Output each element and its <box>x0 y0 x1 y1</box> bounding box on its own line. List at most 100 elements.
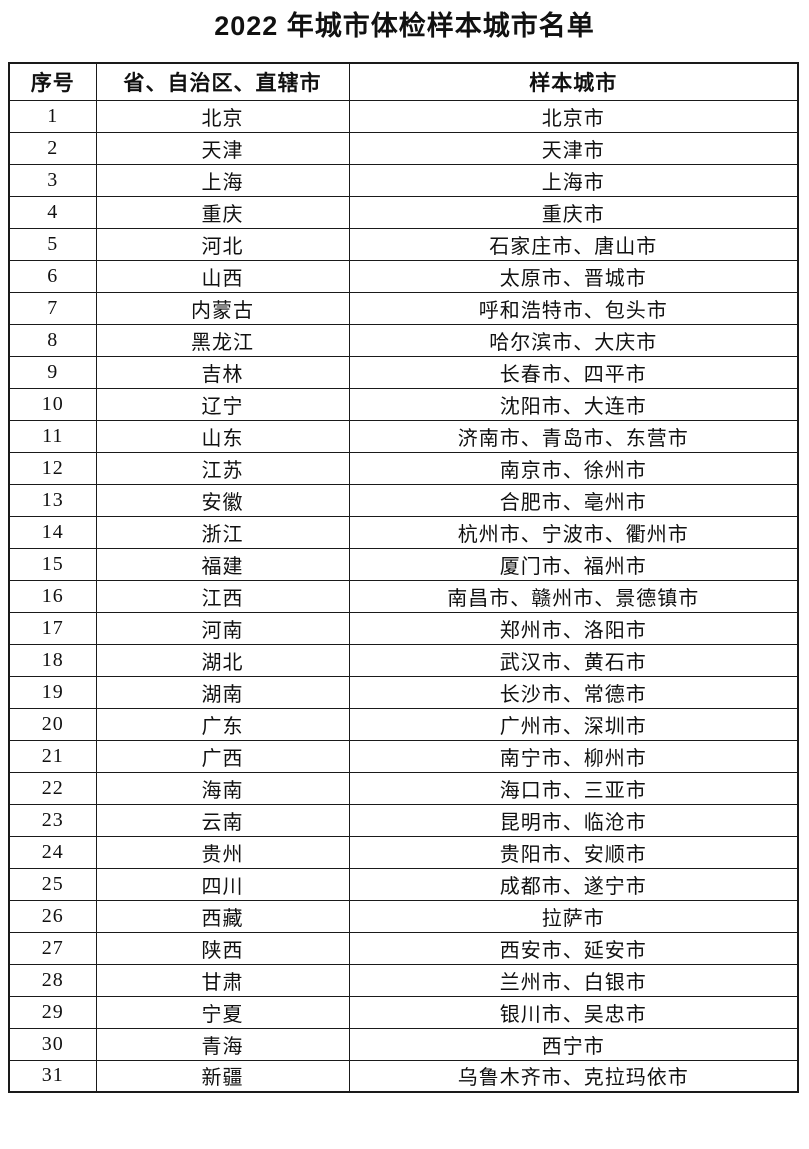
table-row: 18 湖北 武汉市、黄石市 <box>8 643 799 677</box>
table-row: 2 天津 天津市 <box>8 131 799 165</box>
cell-sample-cities: 长沙市、常德市 <box>348 675 799 709</box>
cell-province: 天津 <box>95 131 350 165</box>
table-row: 12 江苏 南京市、徐州市 <box>8 451 799 485</box>
cell-sample-cities: 西安市、延安市 <box>348 931 799 965</box>
header-sample-cities: 样本城市 <box>348 62 799 101</box>
cell-province: 辽宁 <box>95 387 350 421</box>
table-row: 16 江西 南昌市、赣州市、景德镇市 <box>8 579 799 613</box>
cell-serial-number: 9 <box>8 355 97 389</box>
cell-sample-cities: 呼和浩特市、包头市 <box>348 291 799 325</box>
cell-province: 贵州 <box>95 835 350 869</box>
table-row: 9 吉林 长春市、四平市 <box>8 355 799 389</box>
cell-province: 陕西 <box>95 931 350 965</box>
cell-province: 湖南 <box>95 675 350 709</box>
cell-sample-cities: 重庆市 <box>348 195 799 229</box>
table-row: 7 内蒙古 呼和浩特市、包头市 <box>8 291 799 325</box>
cell-serial-number: 7 <box>8 291 97 325</box>
cell-sample-cities: 西宁市 <box>348 1027 799 1061</box>
cell-sample-cities: 拉萨市 <box>348 899 799 933</box>
table-row: 5 河北 石家庄市、唐山市 <box>8 227 799 261</box>
table-row: 6 山西 太原市、晋城市 <box>8 259 799 293</box>
cell-serial-number: 16 <box>8 579 97 613</box>
cell-province: 北京 <box>95 99 350 133</box>
cell-province: 云南 <box>95 803 350 837</box>
table-row: 17 河南 郑州市、洛阳市 <box>8 611 799 645</box>
cell-sample-cities: 上海市 <box>348 163 799 197</box>
cell-serial-number: 8 <box>8 323 97 357</box>
cell-sample-cities: 兰州市、白银市 <box>348 963 799 997</box>
cell-serial-number: 18 <box>8 643 97 677</box>
cell-province: 浙江 <box>95 515 350 549</box>
cell-province: 甘肃 <box>95 963 350 997</box>
cell-serial-number: 17 <box>8 611 97 645</box>
cell-sample-cities: 乌鲁木齐市、克拉玛依市 <box>348 1059 799 1093</box>
document-page: 2022 年城市体检样本城市名单 序号 省、自治区、直辖市 样本城市 1 北京 … <box>8 11 799 1093</box>
cell-sample-cities: 南昌市、赣州市、景德镇市 <box>348 579 799 613</box>
cell-province: 江西 <box>95 579 350 613</box>
cell-serial-number: 14 <box>8 515 97 549</box>
cell-serial-number: 26 <box>8 899 97 933</box>
cell-province: 西藏 <box>95 899 350 933</box>
table-row: 21 广西 南宁市、柳州市 <box>8 739 799 773</box>
table-row: 23 云南 昆明市、临沧市 <box>8 803 799 837</box>
cell-province: 福建 <box>95 547 350 581</box>
cell-province: 吉林 <box>95 355 350 389</box>
table-row: 28 甘肃 兰州市、白银市 <box>8 963 799 997</box>
cell-province: 上海 <box>95 163 350 197</box>
cell-province: 河北 <box>95 227 350 261</box>
cell-serial-number: 11 <box>8 419 97 453</box>
cell-serial-number: 10 <box>8 387 97 421</box>
page-title: 2022 年城市体检样本城市名单 <box>214 11 595 41</box>
cell-sample-cities: 天津市 <box>348 131 799 165</box>
table-row: 26 西藏 拉萨市 <box>8 899 799 933</box>
cell-serial-number: 28 <box>8 963 97 997</box>
cell-province: 江苏 <box>95 451 350 485</box>
table-row: 8 黑龙江 哈尔滨市、大庆市 <box>8 323 799 357</box>
cell-serial-number: 30 <box>8 1027 97 1061</box>
cell-province: 青海 <box>95 1027 350 1061</box>
table-row: 22 海南 海口市、三亚市 <box>8 771 799 805</box>
cell-sample-cities: 海口市、三亚市 <box>348 771 799 805</box>
cell-sample-cities: 广州市、深圳市 <box>348 707 799 741</box>
cell-sample-cities: 太原市、晋城市 <box>348 259 799 293</box>
cell-sample-cities: 哈尔滨市、大庆市 <box>348 323 799 357</box>
table-row: 1 北京 北京市 <box>8 99 799 133</box>
cell-sample-cities: 北京市 <box>348 99 799 133</box>
cell-province: 宁夏 <box>95 995 350 1029</box>
cell-serial-number: 19 <box>8 675 97 709</box>
cell-serial-number: 25 <box>8 867 97 901</box>
table-row: 31 新疆 乌鲁木齐市、克拉玛依市 <box>8 1059 799 1093</box>
cell-serial-number: 3 <box>8 163 97 197</box>
cell-sample-cities: 石家庄市、唐山市 <box>348 227 799 261</box>
table-row: 14 浙江 杭州市、宁波市、衢州市 <box>8 515 799 549</box>
table-row: 30 青海 西宁市 <box>8 1027 799 1061</box>
cell-serial-number: 6 <box>8 259 97 293</box>
header-province: 省、自治区、直辖市 <box>95 62 350 101</box>
table-row: 20 广东 广州市、深圳市 <box>8 707 799 741</box>
cell-sample-cities: 长春市、四平市 <box>348 355 799 389</box>
cell-sample-cities: 南京市、徐州市 <box>348 451 799 485</box>
cell-province: 重庆 <box>95 195 350 229</box>
cell-serial-number: 31 <box>8 1059 97 1093</box>
cell-sample-cities: 合肥市、亳州市 <box>348 483 799 517</box>
cell-serial-number: 29 <box>8 995 97 1029</box>
cell-serial-number: 12 <box>8 451 97 485</box>
cell-sample-cities: 南宁市、柳州市 <box>348 739 799 773</box>
header-serial-number: 序号 <box>8 62 97 101</box>
cell-sample-cities: 杭州市、宁波市、衢州市 <box>348 515 799 549</box>
cell-serial-number: 20 <box>8 707 97 741</box>
cell-sample-cities: 厦门市、福州市 <box>348 547 799 581</box>
cell-province: 河南 <box>95 611 350 645</box>
cell-province: 山西 <box>95 259 350 293</box>
cell-sample-cities: 贵阳市、安顺市 <box>348 835 799 869</box>
cell-serial-number: 13 <box>8 483 97 517</box>
cell-province: 黑龙江 <box>95 323 350 357</box>
table-row: 25 四川 成都市、遂宁市 <box>8 867 799 901</box>
table-row: 4 重庆 重庆市 <box>8 195 799 229</box>
cell-serial-number: 23 <box>8 803 97 837</box>
table-row: 24 贵州 贵阳市、安顺市 <box>8 835 799 869</box>
cell-serial-number: 24 <box>8 835 97 869</box>
sample-city-table: 序号 省、自治区、直辖市 样本城市 1 北京 北京市 2 天津 天津市 3 上海… <box>8 62 799 1093</box>
table-header-row: 序号 省、自治区、直辖市 样本城市 <box>8 62 799 101</box>
table-row: 27 陕西 西安市、延安市 <box>8 931 799 965</box>
